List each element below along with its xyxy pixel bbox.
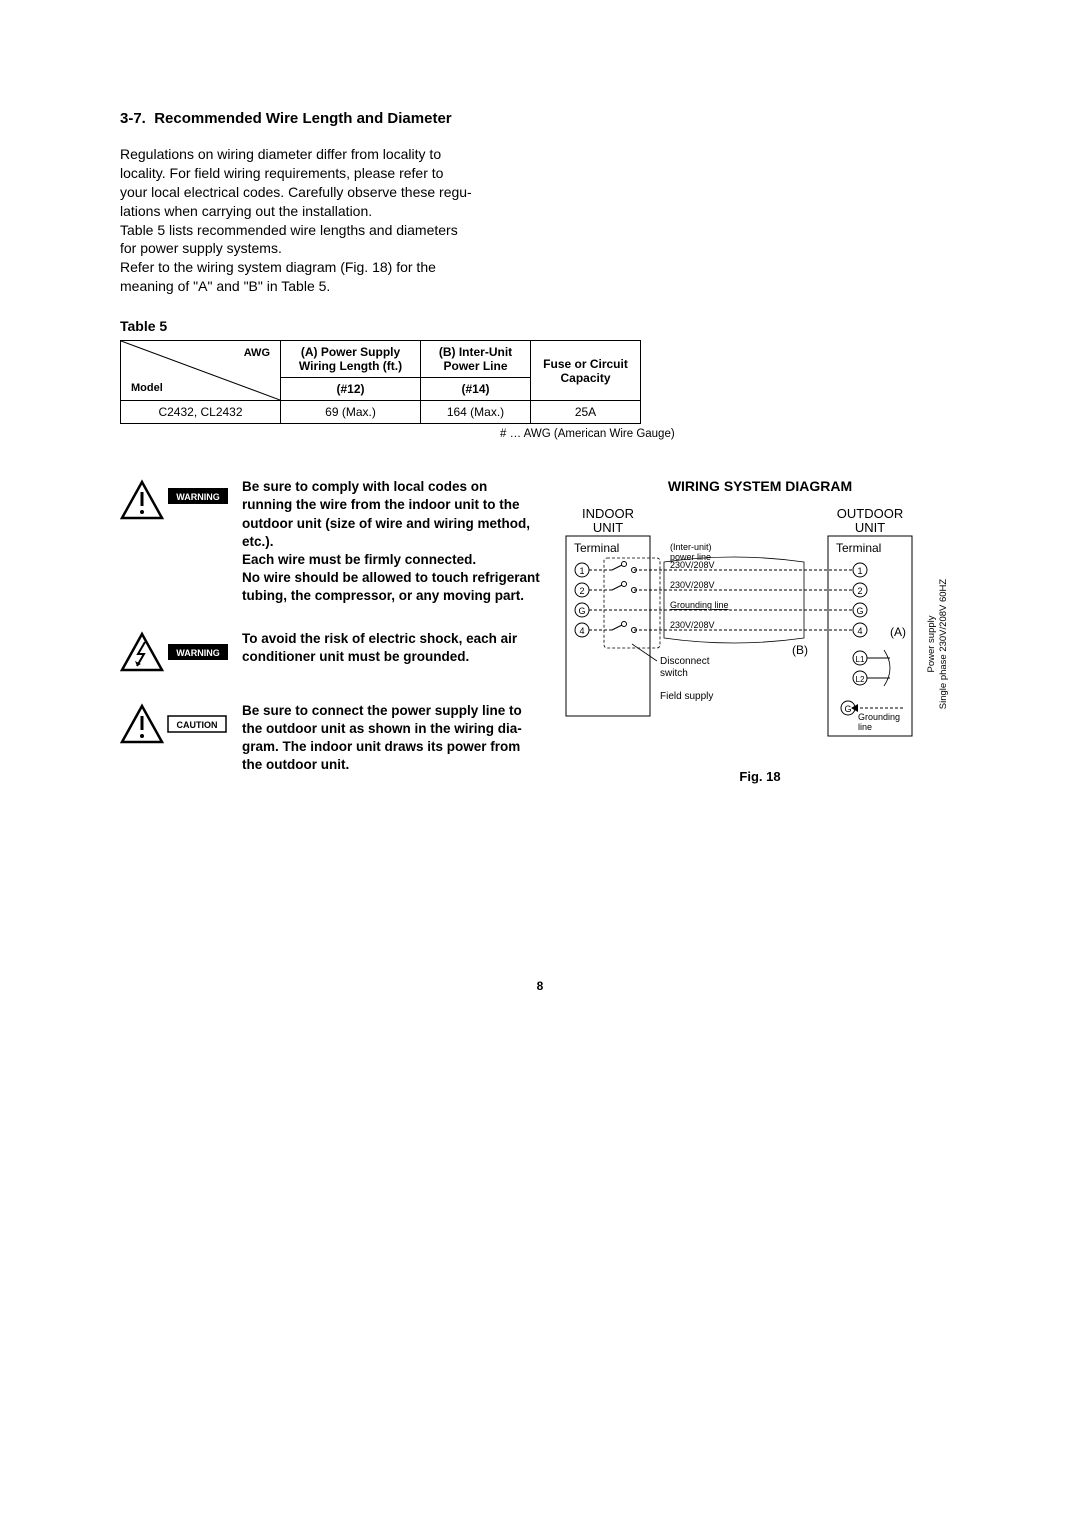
caution-triangle-icon: CAUTION (120, 702, 230, 750)
outdoor-terminal-4: 4 (853, 623, 867, 637)
svg-text:4: 4 (857, 626, 862, 636)
wiring-system-diagram: INDOOR UNIT Terminal 1 2 G 4 OUTDOOR UNI… (560, 504, 960, 754)
table-diag-header: AWG Model (121, 341, 281, 401)
page-number: 8 (120, 979, 960, 993)
two-column-area: WARNING Be sure to comply with local cod… (120, 478, 960, 798)
warning-block-1: WARNING Be sure to comply with local cod… (120, 478, 540, 606)
indoor-terminal-g: G (575, 603, 589, 617)
model-label: Model (131, 382, 163, 394)
wire-line (589, 562, 853, 573)
section-heading: Recommended Wire Length and Diameter (154, 110, 451, 127)
warning-label: WARNING (176, 492, 220, 502)
terminal-label: Terminal (574, 541, 619, 555)
intro-line: Regulations on wiring diameter differ fr… (120, 146, 441, 162)
interunit-label: (Inter-unit) (670, 542, 712, 552)
indoor-terminal-2: 2 (575, 583, 589, 597)
outdoor-terminal-2: 2 (853, 583, 867, 597)
intro-line: for power supply systems. (120, 240, 282, 256)
diagram-title: WIRING SYSTEM DIAGRAM (560, 478, 960, 494)
wire-line (589, 622, 853, 633)
marker-b: (B) (792, 643, 808, 657)
intro-line: your local electrical codes. Carefully o… (120, 184, 472, 200)
caution-text: Be sure to connect the power supply line… (242, 702, 540, 775)
warnings-column: WARNING Be sure to comply with local cod… (120, 478, 540, 798)
figure-caption: Fig. 18 (560, 769, 960, 784)
col-b-header: (B) Inter-Unit Power Line (421, 341, 531, 378)
svg-text:G: G (856, 606, 863, 616)
v-label: 230V/208V (670, 560, 715, 570)
page: 3-7. Recommended Wire Length and Diamete… (0, 0, 1080, 1053)
outdoor-terminal-1: 1 (853, 563, 867, 577)
warning-label: WARNING (176, 648, 220, 658)
col-b-sub: (#14) (421, 378, 531, 401)
wire-table: AWG Model (A) Power Supply Wiring Length… (120, 340, 641, 424)
caution-label: CAUTION (177, 720, 218, 730)
grounding-label2: line (858, 722, 872, 732)
disconnect-label: Disconnect (660, 656, 710, 667)
outdoor-label2: UNIT (855, 520, 885, 535)
disconnect-label2: switch (660, 668, 688, 679)
section-number: 3-7. (120, 110, 146, 127)
svg-text:L1: L1 (856, 655, 865, 664)
col-a-sub: (#12) (281, 378, 421, 401)
indoor-label2: UNIT (593, 520, 623, 535)
svg-text:G: G (844, 704, 851, 714)
col-fuse-header: Fuse or Circuit Capacity (531, 341, 641, 401)
indoor-label: INDOOR (582, 506, 634, 521)
outdoor-label: OUTDOOR (837, 506, 903, 521)
terminal-label: Terminal (836, 541, 881, 555)
svg-text:G: G (578, 606, 585, 616)
table-row: C2432, CL2432 69 (Max.) 164 (Max.) 25A (121, 401, 641, 424)
table-row: AWG Model (A) Power Supply Wiring Length… (121, 341, 641, 378)
a-bundle (884, 650, 890, 686)
warning-text-2: To avoid the risk of electric shock, eac… (242, 630, 540, 666)
warning-block-2: WARNING To avoid the risk of electric sh… (120, 630, 540, 678)
svg-text:2: 2 (579, 586, 584, 596)
v-label: 230V/208V (670, 580, 715, 590)
svg-text:1: 1 (857, 566, 862, 576)
wire-line (589, 582, 853, 593)
intro-paragraph: Regulations on wiring diameter differ fr… (120, 145, 550, 296)
awg-label: AWG (244, 347, 270, 359)
grounding-label: Grounding (858, 712, 900, 722)
field-supply-label: Field supply (660, 691, 713, 702)
power-supply-label: Power supply (926, 615, 937, 672)
leader-line (632, 644, 657, 661)
warning-text-1: Be sure to comply with local codes on ru… (242, 478, 540, 606)
svg-text:2: 2 (857, 586, 862, 596)
cell-b: 164 (Max.) (421, 401, 531, 424)
outdoor-terminal-l2: L2 (853, 671, 867, 685)
svg-text:1: 1 (579, 566, 584, 576)
shock-warning-icon: WARNING (120, 630, 230, 678)
intro-line: Table 5 lists recommended wire lengths a… (120, 222, 458, 238)
cell-a: 69 (Max.) (281, 401, 421, 424)
marker-a: (A) (890, 625, 906, 639)
indoor-terminal-1: 1 (575, 563, 589, 577)
svg-text:4: 4 (579, 626, 584, 636)
outdoor-terminal-l1: L1 (853, 651, 867, 665)
svg-text:L2: L2 (856, 675, 865, 684)
grounding-line-label: Grounding line (670, 600, 729, 610)
cell-model: C2432, CL2432 (121, 401, 281, 424)
indoor-terminal-4: 4 (575, 623, 589, 637)
intro-line: Refer to the wiring system diagram (Fig.… (120, 259, 436, 275)
intro-line: locality. For field wiring requirements,… (120, 165, 443, 181)
v-label: 230V/208V (670, 620, 715, 630)
intro-line: meaning of "A" and "B" in Table 5. (120, 278, 330, 294)
outdoor-terminal-g: G (853, 603, 867, 617)
table-label: Table 5 (120, 318, 960, 334)
intro-line: lations when carrying out the installati… (120, 203, 372, 219)
table-footnote: # … AWG (American Wire Gauge) (500, 428, 960, 440)
caution-block: CAUTION Be sure to connect the power sup… (120, 702, 540, 775)
power-supply-label2: Single phase 230V/208V 60HZ (938, 579, 949, 710)
diagram-column: WIRING SYSTEM DIAGRAM INDOOR UNIT Termin… (560, 478, 960, 798)
warning-triangle-icon: WARNING (120, 478, 230, 526)
section-title: 3-7. Recommended Wire Length and Diamete… (120, 110, 960, 127)
col-a-header: (A) Power Supply Wiring Length (ft.) (281, 341, 421, 378)
cell-fuse: 25A (531, 401, 641, 424)
